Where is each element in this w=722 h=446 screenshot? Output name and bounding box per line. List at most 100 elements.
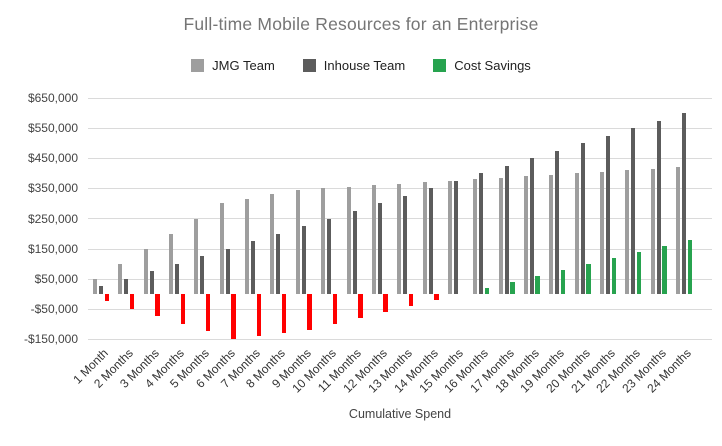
- bar-group-month-5: [194, 98, 211, 339]
- bar-inhouse-team: [479, 173, 484, 294]
- bar-cost-savings: [408, 293, 414, 306]
- bar-inhouse-team: [555, 150, 560, 294]
- bar-inhouse-team: [682, 113, 686, 294]
- bar-group-month-11: [346, 98, 364, 339]
- bar-cost-savings: [180, 293, 185, 324]
- bar-cost-savings: [332, 293, 338, 324]
- legend-label: Cost Savings: [454, 57, 531, 73]
- bar-jmg-team: [447, 180, 452, 294]
- legend-label: Inhouse Team: [323, 57, 406, 73]
- bar-group-month-7: [245, 98, 262, 339]
- bar-inhouse-team: [149, 271, 154, 294]
- chart-legend: JMG Team Inhouse Team Cost Savings: [0, 56, 722, 74]
- bar-inhouse-team: [175, 263, 179, 294]
- legend-label: JMG Team: [212, 57, 275, 73]
- plot-area: [88, 98, 712, 340]
- bar-inhouse-team: [606, 135, 610, 294]
- bar-cost-savings: [231, 293, 236, 339]
- bar-jmg-team: [219, 203, 224, 294]
- bar-group-month-13: [397, 98, 414, 339]
- bar-cost-savings: [104, 293, 109, 302]
- bar-group-month-2: [118, 98, 135, 339]
- y-tick-label: $350,000: [27, 181, 78, 196]
- bar-group-month-4: [169, 98, 186, 339]
- bar-group-month-24: [676, 98, 693, 339]
- bar-jmg-team: [498, 177, 503, 294]
- bar-group-month-19: [549, 98, 566, 339]
- bar-cost-savings: [586, 263, 591, 294]
- legend-item-inhouse-team: Inhouse Team: [302, 57, 406, 73]
- bar-cost-savings: [636, 251, 642, 294]
- gridline: [88, 128, 712, 129]
- bar-jmg-team: [397, 183, 402, 294]
- bar-inhouse-team: [377, 203, 382, 294]
- bar-group-month-12: [371, 98, 389, 339]
- bar-cost-savings: [281, 293, 287, 333]
- bar-inhouse-team: [352, 211, 357, 294]
- bar-jmg-team: [295, 189, 300, 294]
- bar-inhouse-team: [225, 248, 230, 294]
- bar-jmg-team: [650, 168, 655, 294]
- bar-inhouse-team: [529, 158, 534, 294]
- bar-inhouse-team: [428, 188, 433, 294]
- bar-cost-savings: [662, 245, 667, 294]
- bar-jmg-team: [473, 179, 478, 294]
- bar-inhouse-team: [504, 165, 509, 294]
- bar-cost-savings: [155, 293, 160, 317]
- bar-jmg-team: [422, 182, 427, 294]
- legend-swatch-icon: [433, 58, 447, 72]
- bar-inhouse-team: [631, 128, 636, 294]
- bar-group-month-17: [498, 98, 516, 339]
- bar-inhouse-team: [200, 256, 205, 294]
- bar-jmg-team: [549, 174, 554, 294]
- bar-group-month-18: [523, 98, 541, 339]
- y-tick-label: $50,000: [34, 271, 78, 286]
- bar-inhouse-team: [124, 278, 129, 294]
- bar-group-month-23: [650, 98, 668, 339]
- bar-cost-savings: [687, 239, 692, 294]
- bar-jmg-team: [270, 194, 275, 294]
- bar-jmg-team: [194, 218, 199, 294]
- bar-cost-savings: [307, 293, 312, 330]
- bar-group-month-20: [574, 98, 592, 339]
- bar-group-month-3: [143, 98, 161, 339]
- y-tick-label: $550,000: [27, 121, 78, 136]
- legend-item-jmg-team: JMG Team: [191, 58, 275, 73]
- bar-inhouse-team: [327, 218, 332, 294]
- bar-jmg-team: [169, 233, 173, 294]
- bar-inhouse-team: [251, 241, 256, 294]
- bar-cost-savings: [383, 293, 388, 312]
- legend-swatch-icon: [302, 58, 316, 72]
- chart-title: Full-time Mobile Resources for an Enterp…: [183, 14, 539, 34]
- bar-inhouse-team: [276, 233, 281, 294]
- bar-group-month-8: [270, 98, 287, 339]
- gridline: [88, 158, 712, 159]
- bar-group-month-21: [600, 98, 617, 339]
- bar-jmg-team: [321, 188, 326, 294]
- bar-inhouse-team: [403, 195, 408, 294]
- bar-jmg-team: [371, 185, 376, 294]
- bar-jmg-team: [118, 263, 123, 294]
- y-tick-label: -$50,000: [30, 301, 78, 316]
- x-axis-title: Cumulative Spend: [348, 407, 452, 421]
- bar-group-month-1: [93, 98, 110, 339]
- bar-cost-savings: [510, 281, 515, 294]
- legend-item-cost-savings: Cost Savings: [433, 58, 531, 73]
- bar-jmg-team: [600, 171, 604, 294]
- bar-jmg-team: [574, 173, 579, 294]
- bar-cost-savings: [535, 275, 540, 294]
- bar-group-month-14: [422, 98, 440, 339]
- bar-jmg-team: [346, 186, 351, 294]
- bar-inhouse-team: [580, 143, 585, 294]
- y-tick-label: $250,000: [27, 211, 78, 226]
- bar-group-month-22: [625, 98, 642, 339]
- bar-jmg-team: [625, 170, 630, 294]
- bar-group-month-10: [321, 98, 338, 339]
- bar-group-month-15: [447, 98, 465, 339]
- bar-cost-savings: [129, 293, 135, 309]
- gridline: [88, 309, 712, 310]
- bar-cost-savings: [205, 293, 211, 332]
- y-tick-label: $150,000: [27, 241, 78, 256]
- bar-cost-savings: [434, 293, 439, 300]
